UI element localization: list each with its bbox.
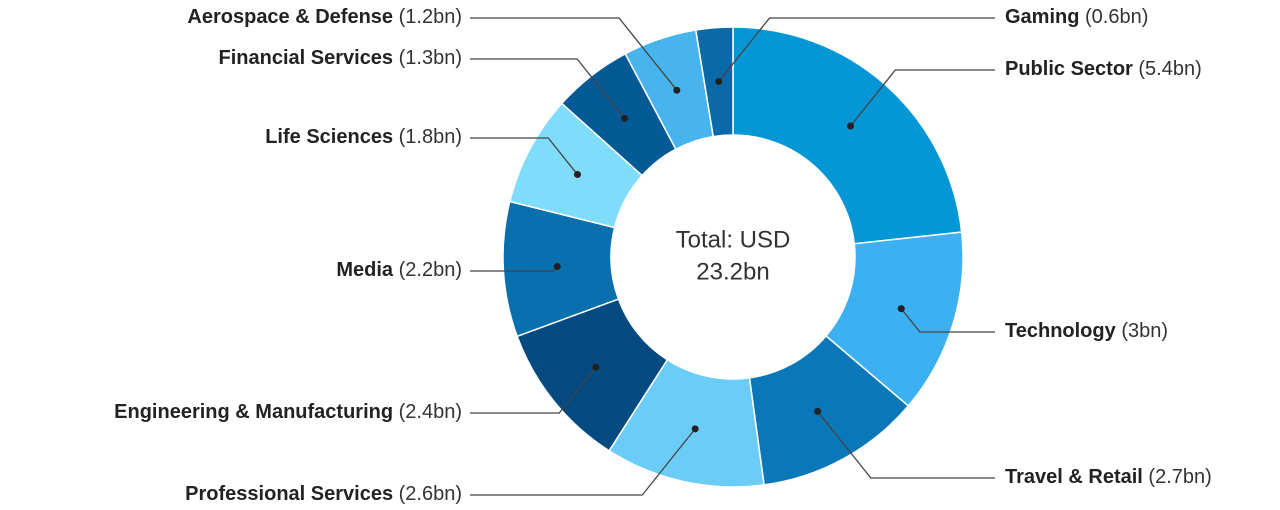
leader-dot xyxy=(715,78,723,86)
label-value: (0.6bn) xyxy=(1085,6,1148,28)
label-value: (1.3bn) xyxy=(399,47,462,69)
label-value: (2.7bn) xyxy=(1148,466,1211,488)
leader-dot xyxy=(673,86,681,94)
slices xyxy=(502,26,964,488)
center-text: 23.2bn xyxy=(696,258,769,285)
leader-dot xyxy=(897,305,905,313)
slice-label: Technology (3bn) xyxy=(1005,320,1168,342)
leader-dot xyxy=(814,407,822,415)
slice-label: Gaming (0.6bn) xyxy=(1005,6,1148,28)
slice-label: Travel & Retail (2.7bn) xyxy=(1005,466,1212,488)
slice-label: Engineering & Manufacturing (2.4bn) xyxy=(114,401,462,423)
leader-line xyxy=(470,58,626,119)
slice-label: Professional Services (2.6bn) xyxy=(185,483,462,505)
label-name: Aerospace & Defense xyxy=(187,6,393,28)
label-value: (1.8bn) xyxy=(399,126,462,148)
label-value: (2.4bn) xyxy=(399,401,462,423)
leader-dot xyxy=(553,263,561,271)
leader-line xyxy=(470,137,579,175)
leader-line xyxy=(470,428,696,496)
slice-label: Life Sciences (1.8bn) xyxy=(265,126,462,148)
leader-line xyxy=(470,17,678,91)
label-name: Professional Services xyxy=(185,483,393,505)
label-name: Public Sector xyxy=(1005,58,1133,80)
leader-dot xyxy=(574,171,582,179)
leader-line xyxy=(470,366,597,414)
slice-label: Financial Services (1.3bn) xyxy=(219,47,462,69)
leader-line xyxy=(900,308,995,333)
label-value: (2.2bn) xyxy=(399,259,462,281)
label-value: (1.2bn) xyxy=(399,6,462,28)
label-value: (2.6bn) xyxy=(399,483,462,505)
label-name: Gaming xyxy=(1005,6,1079,28)
leader-dot xyxy=(847,122,855,130)
slice-label: Public Sector (5.4bn) xyxy=(1005,58,1202,80)
leader-line xyxy=(718,17,995,82)
leader-dot xyxy=(592,363,600,371)
leader-dot xyxy=(691,425,699,433)
label-name: Financial Services xyxy=(219,47,394,69)
label-value: (3bn) xyxy=(1121,320,1168,342)
label-name: Technology xyxy=(1005,320,1117,342)
leader-line xyxy=(817,410,995,479)
label-value: (5.4bn) xyxy=(1138,58,1201,80)
label-name: Engineering & Manufacturing xyxy=(114,401,393,423)
leader-dot xyxy=(621,114,629,122)
center-text: Total: USD xyxy=(676,226,791,253)
label-name: Travel & Retail xyxy=(1005,466,1143,488)
label-name: Media xyxy=(336,259,394,281)
slice-label: Media (2.2bn) xyxy=(336,259,462,281)
slice xyxy=(732,26,963,245)
label-name: Life Sciences xyxy=(265,126,393,148)
slice-label: Aerospace & Defense (1.2bn) xyxy=(187,6,462,28)
leader-line xyxy=(850,69,995,127)
slice xyxy=(694,26,734,138)
